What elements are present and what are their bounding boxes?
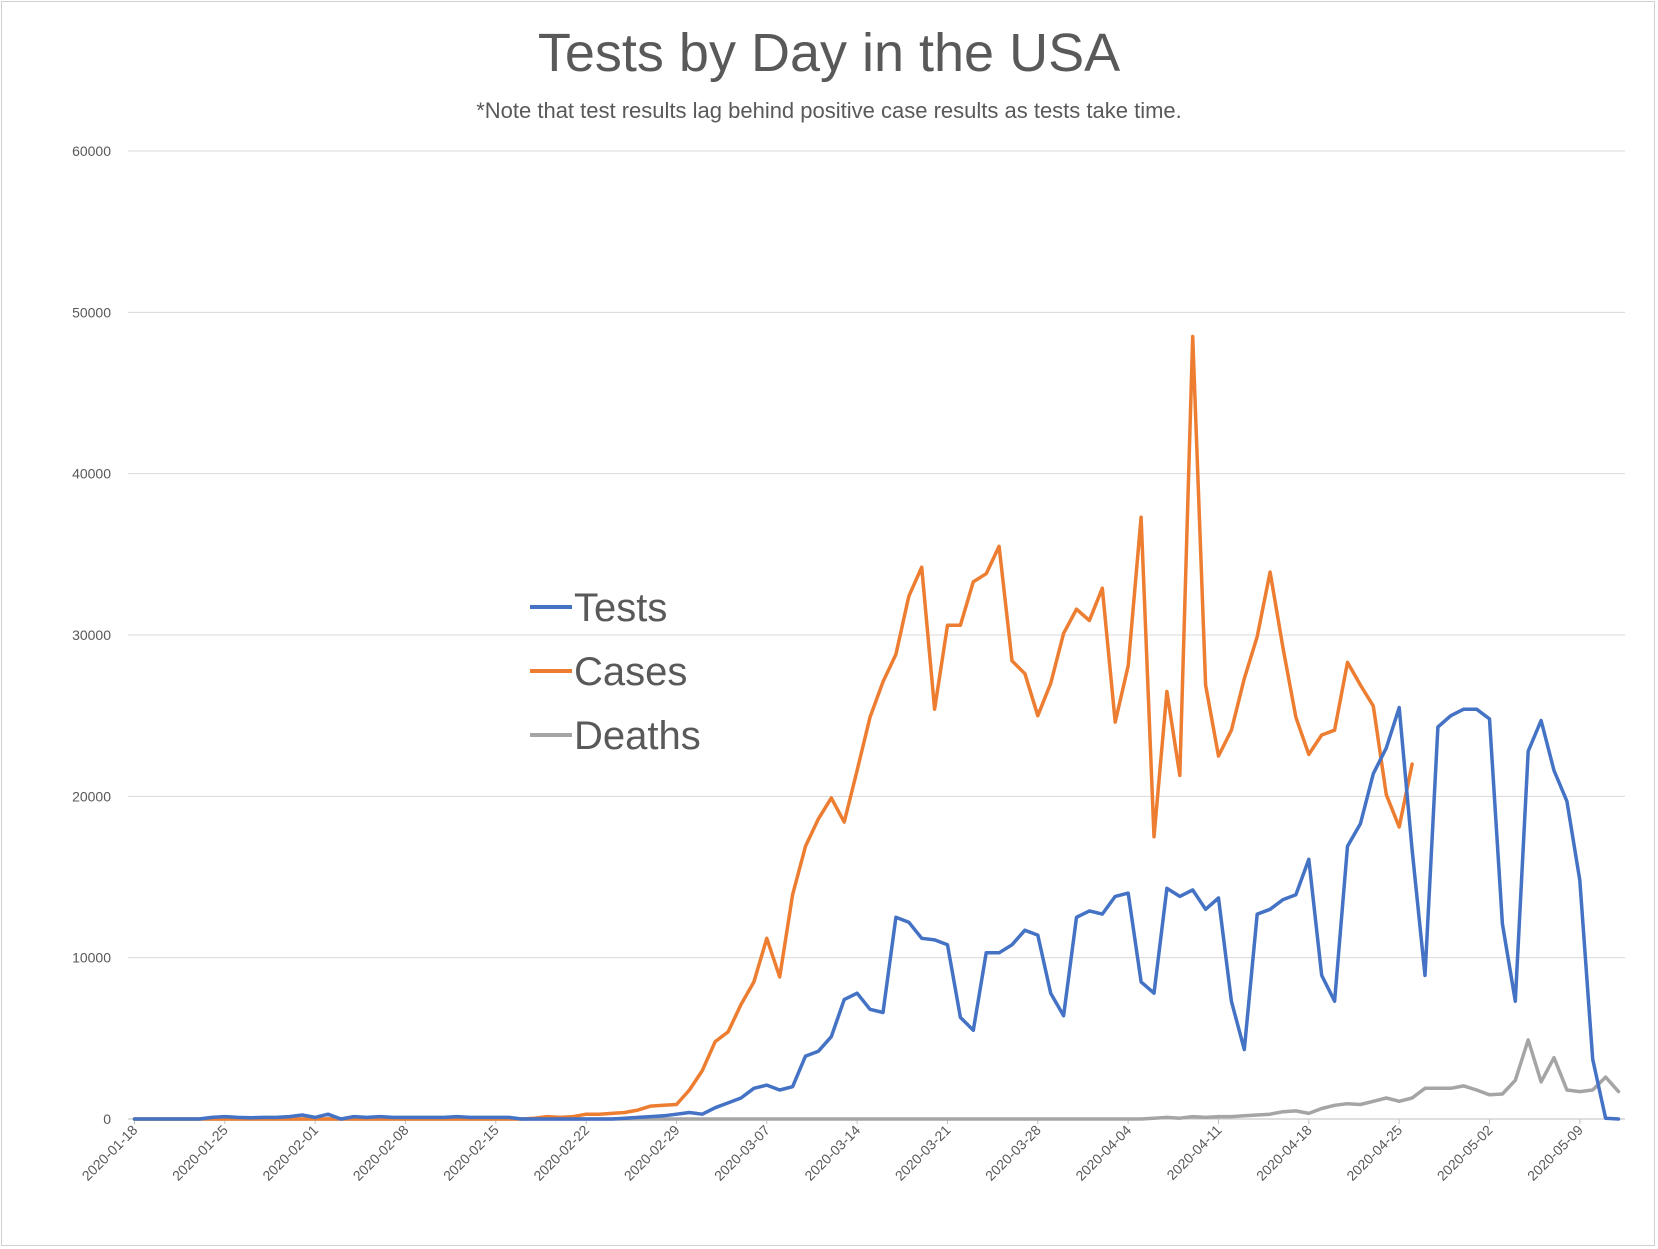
x-tick-label: 2020-04-18 xyxy=(1253,1122,1315,1184)
y-tick-label: 20000 xyxy=(72,788,111,804)
legend-label-tests: Tests xyxy=(574,586,667,630)
chart-subtitle: *Note that test results lag behind posit… xyxy=(476,98,1182,123)
y-tick-label: 10000 xyxy=(72,950,111,966)
x-tick-label: 2020-02-15 xyxy=(440,1122,502,1184)
x-tick-label: 2020-03-07 xyxy=(711,1122,773,1184)
legend-label-cases: Cases xyxy=(574,650,687,694)
gridlines xyxy=(128,150,1625,1120)
y-tick-label: 0 xyxy=(103,1111,111,1127)
x-axis-ticks: 2020-01-18 2020-01-25 2020-02-01 2020-02-08… xyxy=(79,1119,1586,1184)
x-tick-label: 2020-02-08 xyxy=(350,1122,412,1184)
x-tick-label: 2020-04-04 xyxy=(1072,1122,1134,1184)
y-tick-label: 40000 xyxy=(72,466,111,482)
series-line-cases xyxy=(132,334,1414,1121)
series-lines xyxy=(132,334,1621,1121)
x-tick-label: 2020-02-29 xyxy=(621,1122,683,1184)
y-axis-ticks: 0 10000 20000 30000 40000 50000 60000 xyxy=(72,143,111,1127)
chart-title: Tests by Day in the USA xyxy=(537,23,1121,83)
series-line-tests xyxy=(132,705,1621,1121)
x-tick-label: 2020-01-18 xyxy=(79,1122,141,1184)
y-tick-label: 50000 xyxy=(72,304,111,320)
x-tick-label: 2020-05-09 xyxy=(1524,1122,1586,1184)
x-tick-label: 2020-04-25 xyxy=(1343,1122,1405,1184)
x-tick-label: 2020-03-21 xyxy=(892,1122,954,1184)
x-tick-label: 2020-04-11 xyxy=(1163,1122,1224,1183)
legend: Tests Cases Deaths xyxy=(530,586,701,758)
y-tick-label: 30000 xyxy=(72,627,111,643)
x-tick-label: 2020-03-14 xyxy=(801,1122,863,1184)
x-tick-label: 2020-01-25 xyxy=(169,1122,231,1184)
series-line-deaths xyxy=(132,1038,1621,1121)
x-tick-label: 2020-03-28 xyxy=(982,1122,1044,1184)
x-tick-label: 2020-05-02 xyxy=(1434,1122,1496,1184)
x-tick-label: 2020-02-01 xyxy=(259,1122,321,1184)
x-tick-label: 2020-02-22 xyxy=(530,1122,592,1184)
legend-label-deaths: Deaths xyxy=(574,714,701,758)
y-tick-label: 60000 xyxy=(72,143,111,159)
